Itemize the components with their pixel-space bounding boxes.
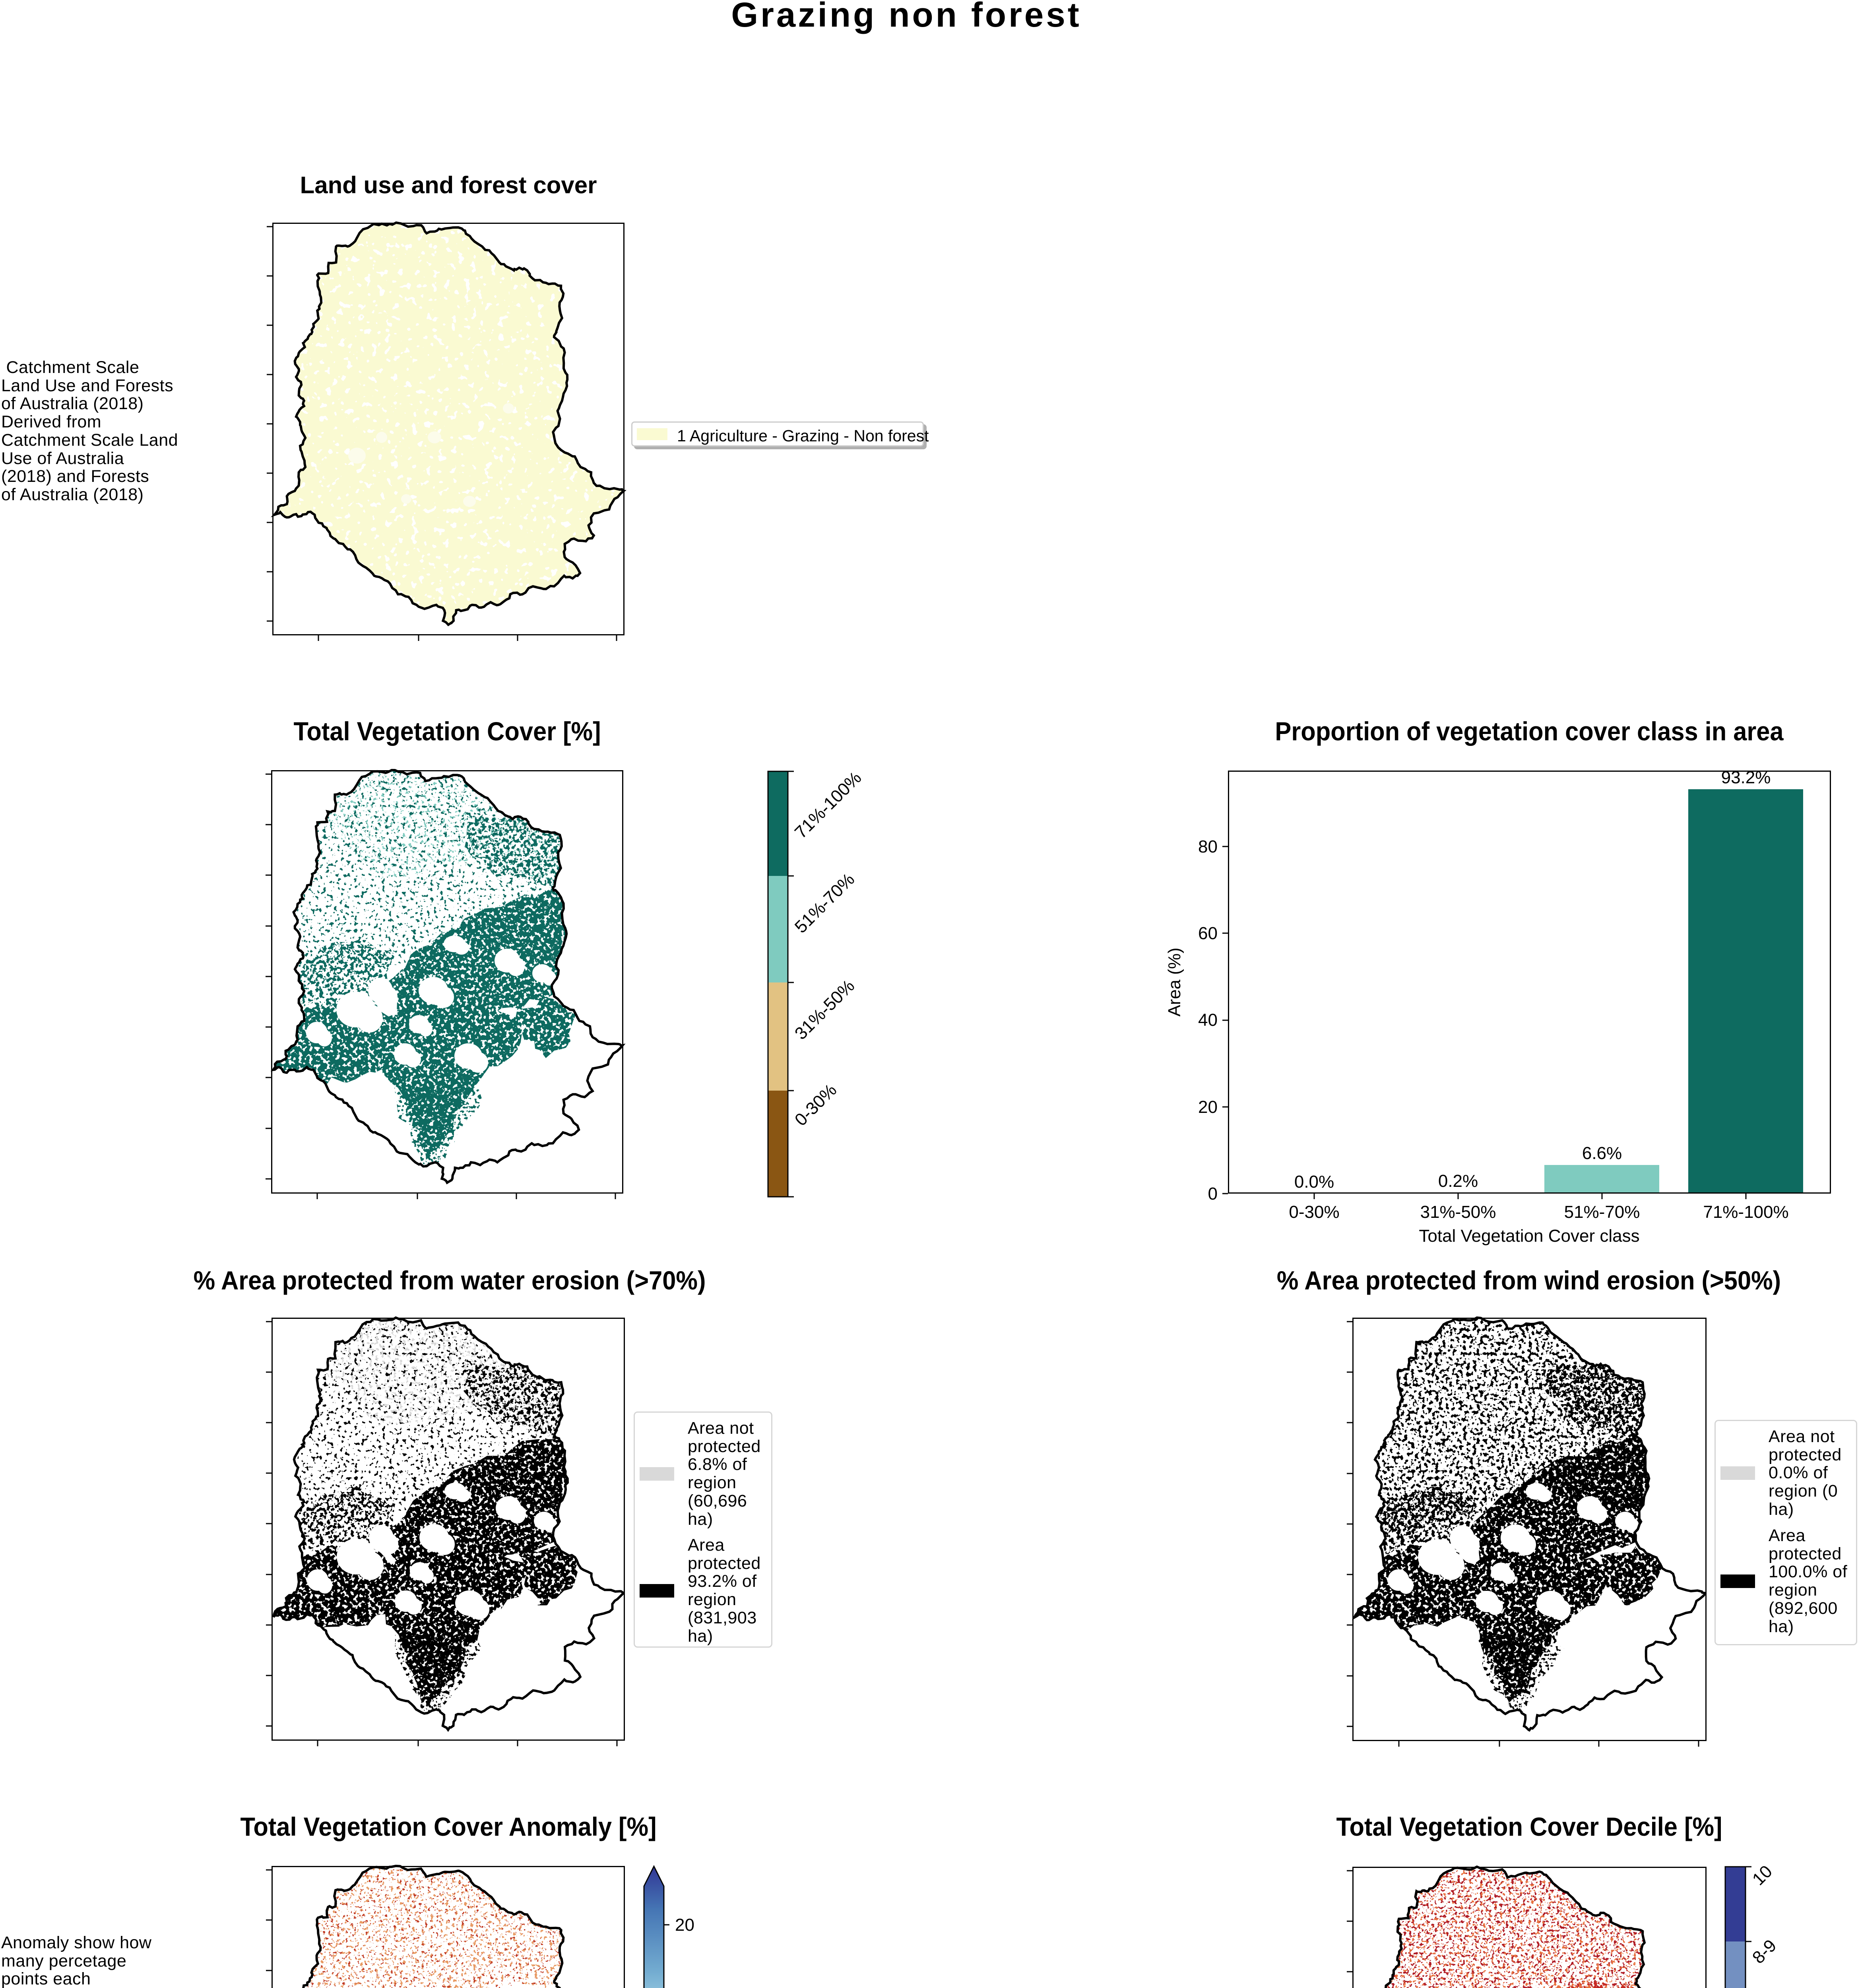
svg-text:20: 20 bbox=[675, 1915, 694, 1935]
svg-text:6.6%: 6.6% bbox=[1582, 1143, 1622, 1163]
svg-text:31%-50%: 31%-50% bbox=[1420, 1202, 1496, 1222]
svg-text:0.2%: 0.2% bbox=[1438, 1171, 1478, 1191]
svg-text:Total Vegetation Cover class: Total Vegetation Cover class bbox=[1419, 1226, 1639, 1246]
svg-text:71%-100%: 71%-100% bbox=[1703, 1202, 1788, 1222]
svg-text:0-30%: 0-30% bbox=[1289, 1202, 1339, 1222]
svg-text:40: 40 bbox=[1198, 1010, 1218, 1030]
svg-text:60: 60 bbox=[1198, 924, 1218, 943]
svg-text:Area (%): Area (%) bbox=[1165, 947, 1184, 1017]
svg-text:51%-70%: 51%-70% bbox=[1564, 1202, 1640, 1222]
svg-text:80: 80 bbox=[1198, 837, 1218, 856]
svg-text:0: 0 bbox=[1208, 1184, 1218, 1204]
svg-text:0.0%: 0.0% bbox=[1294, 1172, 1334, 1192]
svg-text:20: 20 bbox=[1198, 1097, 1218, 1117]
